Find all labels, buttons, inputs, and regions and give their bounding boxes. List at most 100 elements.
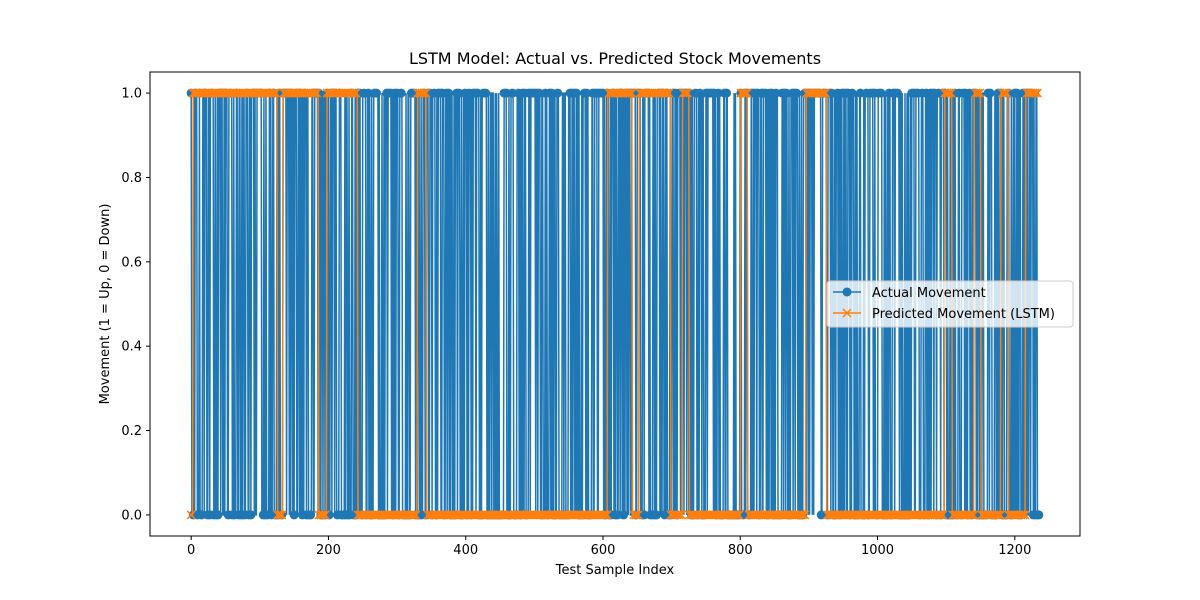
actual-point bbox=[892, 88, 902, 98]
predicted-point bbox=[318, 510, 328, 520]
actual-point bbox=[652, 510, 662, 520]
predicted-point bbox=[273, 510, 283, 520]
actual-point bbox=[501, 88, 511, 98]
predicted-point bbox=[419, 88, 429, 98]
actual-point bbox=[847, 88, 857, 98]
actual-point bbox=[534, 88, 544, 98]
actual-point bbox=[547, 88, 557, 98]
actual-point bbox=[792, 88, 802, 98]
predicted-point bbox=[600, 510, 610, 520]
actual-point bbox=[213, 510, 223, 520]
predicted-point bbox=[627, 88, 637, 98]
predicted-point bbox=[672, 510, 682, 520]
legend-label-actual: Actual Movement bbox=[872, 286, 986, 301]
actual-point bbox=[855, 88, 865, 98]
predicted-point bbox=[964, 510, 975, 520]
predicted-point bbox=[349, 88, 359, 98]
predicted-point bbox=[1002, 88, 1012, 98]
actual-point bbox=[722, 88, 732, 98]
predicted-point bbox=[676, 510, 686, 520]
y-tick-label: 0.2 bbox=[121, 424, 142, 439]
actual-point bbox=[1012, 88, 1022, 98]
x-tick-label: 600 bbox=[591, 543, 616, 558]
predicted-point bbox=[680, 88, 690, 98]
predicted-point bbox=[1016, 510, 1026, 520]
actual-point bbox=[371, 88, 381, 98]
x-tick-label: 400 bbox=[453, 543, 478, 558]
predicted-point bbox=[973, 88, 983, 98]
actual-point bbox=[306, 510, 316, 520]
predicted-point bbox=[417, 88, 427, 98]
predicted-point bbox=[936, 510, 946, 520]
predicted-point bbox=[999, 88, 1010, 98]
predicted-point bbox=[678, 88, 688, 98]
predicted-point bbox=[409, 510, 419, 520]
actual-point bbox=[363, 88, 373, 98]
predicted-point bbox=[969, 510, 979, 520]
predicted-point bbox=[316, 510, 326, 520]
predicted-point bbox=[742, 88, 752, 98]
x-tick-label: 1000 bbox=[861, 543, 894, 558]
predicted-point bbox=[631, 510, 641, 520]
predicted-point bbox=[938, 510, 948, 520]
legend-label-predicted: Predicted Movement (LSTM) bbox=[872, 307, 1055, 322]
actual-point bbox=[553, 88, 563, 98]
predicted-point bbox=[740, 88, 750, 98]
y-tick-label: 0.0 bbox=[121, 508, 142, 523]
actual-point bbox=[612, 510, 622, 520]
actual-point bbox=[781, 88, 791, 98]
actual-point bbox=[771, 88, 781, 98]
predicted-point bbox=[800, 510, 810, 520]
predicted-point bbox=[971, 88, 981, 98]
predicted-point bbox=[662, 88, 672, 98]
actual-point bbox=[289, 510, 299, 520]
y-tick-label: 0.6 bbox=[121, 255, 142, 270]
x-tick-label: 1200 bbox=[998, 543, 1031, 558]
predicted-point bbox=[934, 510, 944, 520]
actual-point bbox=[985, 88, 995, 98]
predicted-point bbox=[820, 88, 830, 98]
predicted-point bbox=[310, 88, 320, 98]
x-axis-label: Test Sample Index bbox=[555, 563, 675, 578]
predicted-point bbox=[967, 510, 977, 520]
actual-point bbox=[1034, 510, 1044, 520]
predicted-point bbox=[997, 88, 1007, 98]
predicted-point bbox=[312, 88, 322, 98]
chart-title: LSTM Model: Actual vs. Predicted Stock M… bbox=[409, 49, 821, 68]
predicted-point bbox=[798, 510, 808, 520]
predicted-point bbox=[598, 510, 608, 520]
plot-frame bbox=[149, 71, 1081, 537]
predicted-point bbox=[993, 510, 1003, 520]
actual-point bbox=[619, 510, 629, 520]
predicted-point bbox=[730, 510, 740, 520]
predicted-point bbox=[816, 88, 826, 98]
actual-point bbox=[695, 88, 705, 98]
x-axis: 0 200 400 600 800 1000 1200 bbox=[187, 536, 1031, 558]
actual-point bbox=[713, 88, 723, 98]
predicted-point bbox=[732, 510, 742, 520]
legend-marker-predicted bbox=[842, 308, 852, 318]
actual-point bbox=[481, 88, 491, 98]
predicted-point bbox=[271, 88, 281, 98]
predicted-point bbox=[1028, 88, 1038, 98]
predicted-point bbox=[995, 510, 1005, 520]
predicted-point bbox=[308, 88, 318, 98]
predicted-point bbox=[734, 510, 744, 520]
predicted-point bbox=[1018, 510, 1028, 520]
actual-point bbox=[876, 88, 886, 98]
predicted-point bbox=[796, 510, 806, 520]
series-predicted-movement bbox=[186, 88, 1042, 520]
x-tick-label: 200 bbox=[316, 543, 341, 558]
predicted-point bbox=[975, 88, 985, 98]
predicted-point bbox=[1020, 510, 1030, 520]
predicted-point bbox=[602, 510, 612, 520]
predicted-point bbox=[664, 88, 674, 98]
actual-point bbox=[582, 88, 592, 98]
actual-point bbox=[816, 510, 826, 520]
predicted-point bbox=[633, 510, 643, 520]
actual-point bbox=[507, 88, 517, 98]
predicted-point bbox=[320, 510, 330, 520]
predicted-point bbox=[738, 88, 748, 98]
legend-box bbox=[826, 280, 1074, 328]
